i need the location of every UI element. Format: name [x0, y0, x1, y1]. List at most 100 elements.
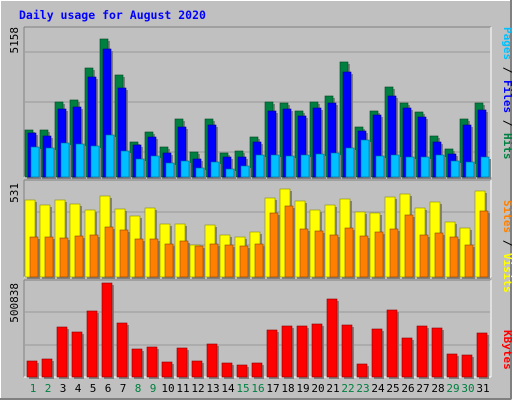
x-tick-label: 8 [135, 382, 142, 395]
bar-kbytes-day-3 [56, 326, 68, 378]
bar-sites-day-27 [419, 234, 429, 278]
x-tick-label: 11 [176, 382, 189, 395]
x-tick-label: 14 [221, 382, 235, 395]
x-tick-label: 25 [386, 382, 399, 395]
x-tick-label: 27 [416, 382, 429, 395]
bar-pages-day-20 [315, 153, 325, 178]
x-tick-label: 10 [161, 382, 174, 395]
bar-kbytes-day-22 [341, 324, 353, 378]
bar-sites-day-26 [404, 214, 414, 278]
bar-kbytes-day-6 [101, 282, 113, 378]
panel-2-axis-max-label: 531 [8, 183, 21, 203]
bar-sites-day-20 [314, 230, 324, 278]
x-tick-label: 31 [476, 382, 489, 395]
bar-sites-day-31 [479, 210, 489, 278]
x-tick-label: 2 [45, 382, 52, 395]
bar-sites-day-18 [284, 205, 294, 278]
bar-sites-day-22 [344, 227, 354, 278]
bar-kbytes-day-28 [431, 327, 443, 378]
bar-sites-day-10 [164, 243, 174, 278]
x-tick-label: 7 [120, 382, 127, 395]
x-tick-label: 3 [60, 382, 67, 395]
bar-kbytes-day-25 [386, 309, 398, 378]
bar-sites-day-12 [194, 245, 204, 278]
bar-kbytes-day-19 [296, 325, 308, 378]
bar-pages-day-7 [120, 150, 130, 178]
bar-pages-day-17 [270, 154, 280, 178]
bar-pages-day-5 [90, 145, 100, 178]
panel-2-legend: Sites / Visits [501, 200, 512, 293]
bar-sites-day-24 [374, 231, 384, 278]
bar-pages-day-29 [450, 160, 460, 178]
bar-sites-day-17 [269, 212, 279, 278]
bar-pages-day-30 [465, 161, 475, 178]
x-tick-label: 16 [251, 382, 264, 395]
bar-kbytes-day-31 [476, 332, 488, 378]
panel-1-legend: Pages / Files / Hits [501, 27, 512, 160]
bar-kbytes-day-21 [326, 298, 338, 378]
legend-separator: / [501, 113, 512, 133]
bar-pages-day-14 [225, 168, 235, 178]
x-tick-label: 18 [281, 382, 294, 395]
bar-sites-day-15 [239, 245, 249, 278]
bar-sites-day-1 [29, 236, 39, 278]
bar-sites-day-19 [299, 228, 309, 278]
bar-kbytes-day-8 [131, 348, 143, 378]
x-axis-day-labels: 1 2 3 4 5 6 7 8 9 10 11 12 13 14 15 16 17 18 19 20 21 22 23 24 2… [30, 382, 490, 395]
legend-visits-label: Visits [501, 253, 512, 293]
legend-pages-label: Pages [501, 27, 512, 60]
bar-pages-day-18 [285, 155, 295, 178]
bar-pages-day-13 [210, 161, 220, 178]
panel-1-axis-max-label: 5158 [8, 27, 21, 54]
x-tick-label: 19 [296, 382, 309, 395]
bar-sites-day-30 [464, 244, 474, 278]
bar-kbytes-day-20 [311, 323, 323, 378]
legend-separator: / [501, 233, 512, 253]
x-tick-label: 23 [356, 382, 369, 395]
bar-pages-day-26 [405, 156, 415, 178]
legend-files-label: Files [501, 80, 512, 113]
bar-kbytes-day-26 [401, 337, 413, 378]
bar-sites-day-11 [179, 240, 189, 278]
bar-pages-day-6 [105, 134, 115, 178]
bar-sites-day-3 [59, 237, 69, 278]
x-tick-label: 5 [90, 382, 97, 395]
x-tick-label: 24 [371, 382, 385, 395]
bar-kbytes-day-29 [446, 353, 458, 378]
x-tick-label: 1 [30, 382, 37, 395]
bar-sites-day-6 [104, 226, 114, 278]
bar-sites-day-13 [209, 243, 219, 278]
x-tick-label: 22 [341, 382, 354, 395]
bar-pages-day-15 [240, 165, 250, 178]
bar-sites-day-25 [389, 228, 399, 278]
panel-hits-files-pages: 5158 Pages / Files / Hits [8, 26, 512, 178]
legend-kbytes-label: KBytes [501, 330, 512, 370]
bar-pages-day-2 [45, 147, 55, 178]
bar-sites-day-2 [44, 236, 54, 278]
bar-pages-day-24 [375, 155, 385, 178]
bar-sites-day-5 [89, 234, 99, 278]
bar-pages-day-22 [345, 147, 355, 178]
bar-sites-day-9 [149, 238, 159, 278]
bar-kbytes-day-27 [416, 325, 428, 378]
bar-sites-day-28 [434, 232, 444, 278]
legend-separator: / [501, 60, 512, 80]
bar-kbytes-day-1 [26, 360, 38, 378]
bar-kbytes-day-17 [266, 329, 278, 378]
bar-kbytes-day-23 [356, 363, 368, 378]
bar-pages-day-31 [480, 156, 490, 178]
x-tick-label: 9 [150, 382, 157, 395]
bar-pages-day-25 [390, 154, 400, 178]
x-tick-label: 20 [311, 382, 324, 395]
bar-kbytes-day-2 [41, 358, 53, 378]
legend-hits-label: Hits [501, 133, 512, 160]
bar-pages-day-1 [30, 146, 40, 178]
bar-pages-day-12 [195, 167, 205, 178]
x-tick-label: 29 [446, 382, 459, 395]
panel-3-axis-max-label: 500838 [8, 283, 21, 323]
bar-pages-day-4 [75, 143, 85, 178]
x-tick-label: 30 [461, 382, 474, 395]
bar-pages-day-3 [60, 142, 70, 178]
